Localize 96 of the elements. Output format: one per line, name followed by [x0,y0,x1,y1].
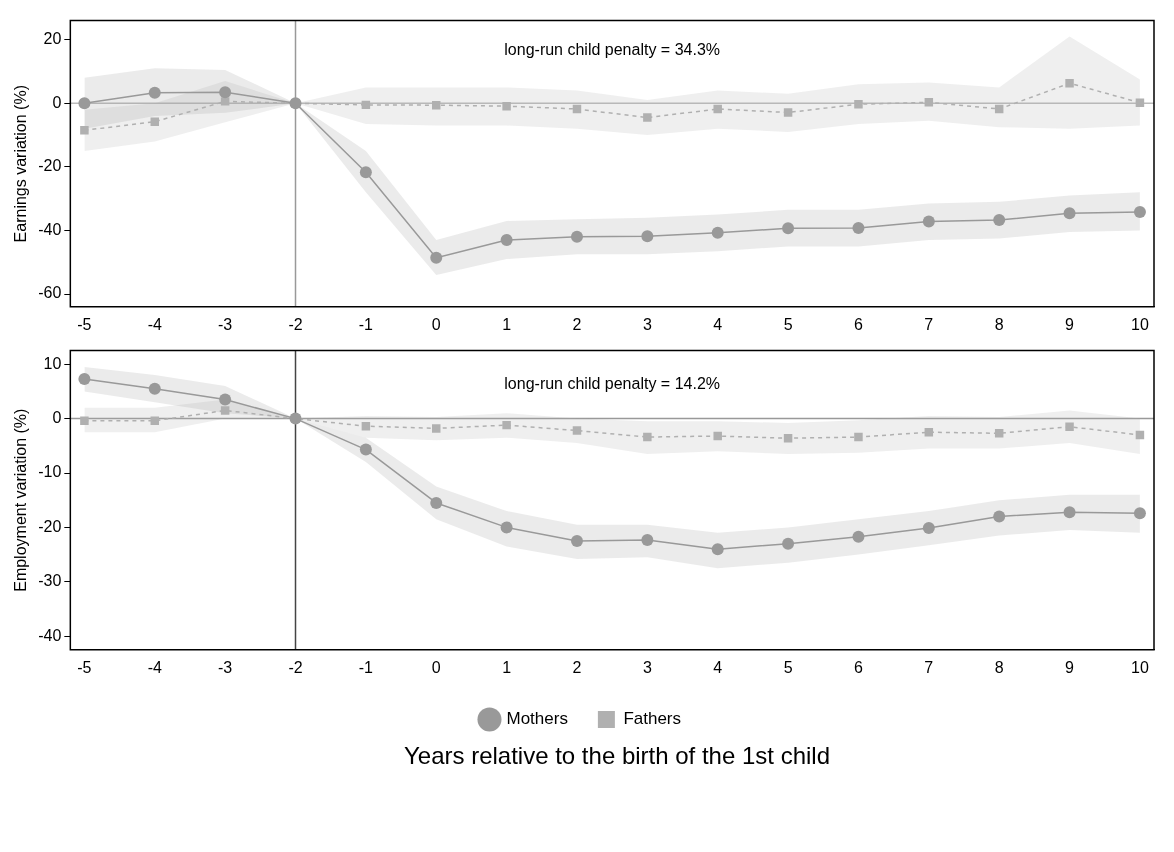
point [922,521,935,534]
x-tick-label: 3 [642,658,652,676]
annotation: long-run child penalty = 34.3% [504,40,721,58]
x-tick-label: 0 [431,315,441,333]
y-tick-label: -40 [38,626,62,644]
point [641,533,654,546]
x-tick-label: 0 [431,658,441,676]
y-axis-title: Earnings variation (%) [12,85,30,243]
x-tick-label: 1 [502,658,512,676]
point [148,86,161,99]
point [1133,507,1146,520]
point [1065,422,1074,431]
x-tick-label: -2 [288,315,303,333]
point [572,426,582,435]
point [993,510,1006,523]
x-tick-label: -3 [218,315,233,333]
x-tick-label: 9 [1065,658,1075,676]
point [782,222,795,235]
point [502,420,511,430]
x-tick-label: 5 [783,658,793,676]
x-tick-label: -4 [147,658,162,676]
point [430,496,443,509]
annotation: long-run child penalty = 14.2% [504,375,721,393]
x-tick-label: 2 [572,658,582,676]
x-tick-label: 7 [924,658,934,676]
point [1063,207,1076,220]
x-tick-label: -1 [358,658,374,676]
x-tick-label: 10 [1131,315,1149,333]
point [500,234,513,247]
point [80,416,89,426]
point [711,543,724,556]
point [854,99,863,109]
y-tick-label: 0 [52,93,62,111]
x-tick-label: 8 [994,658,1004,676]
point [1133,206,1146,219]
y-tick-label: -20 [38,517,62,535]
point [570,230,583,243]
point [782,537,795,550]
point [1063,506,1076,519]
point [994,429,1004,438]
point [219,393,232,406]
point [78,97,91,110]
x-tick-label: 9 [1065,315,1075,333]
x-tick-label: 7 [924,315,934,333]
x-tick-label: 2 [572,315,582,333]
point [854,432,863,442]
point [922,215,935,228]
point [713,104,722,114]
point [783,108,793,117]
point [852,221,865,234]
y-tick-label: -20 [38,157,62,175]
point [500,521,513,534]
y-tick-label: 0 [52,409,62,427]
x-tick-label: 5 [783,315,793,333]
x-tick-label: -4 [147,315,162,333]
x-tick-label: -3 [218,658,233,676]
x-tick-label: -2 [288,658,303,676]
legend-label: Mothers [506,709,568,729]
point [993,213,1006,226]
point [502,101,511,111]
y-axis-title: Employment variation (%) [12,408,30,592]
point [219,86,232,99]
x-tick-label: -5 [77,658,92,676]
x-tick-label: 6 [854,315,863,333]
x-tick-label: -1 [358,315,374,333]
point [430,251,443,264]
point [80,126,89,135]
y-tick-label: -60 [38,284,62,302]
x-tick-label: 3 [642,315,652,333]
x-tick-label: 6 [854,658,863,676]
x-tick-label: 4 [713,315,723,333]
point [150,117,160,126]
point [852,530,865,543]
point [711,226,724,239]
point [148,382,161,395]
point [713,431,722,441]
point [432,424,441,433]
x-tick-label: 10 [1131,658,1149,676]
point [643,432,652,442]
point [643,113,652,122]
y-tick-label: -30 [38,572,62,590]
y-tick-label: 20 [43,30,62,48]
point [641,230,654,243]
y-tick-label: -10 [38,463,62,481]
point [570,535,583,547]
x-tick-label: 4 [713,658,723,676]
point [78,372,91,385]
x-axis-title: Years relative to the birth of the 1st child [403,742,831,770]
x-tick-label: -5 [77,315,92,333]
y-tick-label: 10 [43,354,62,372]
legend-label: Fathers [623,709,682,729]
x-tick-label: 8 [994,315,1004,333]
y-tick-label: -40 [38,220,62,238]
x-tick-label: 1 [502,315,512,333]
point [359,443,372,456]
point [359,166,372,179]
